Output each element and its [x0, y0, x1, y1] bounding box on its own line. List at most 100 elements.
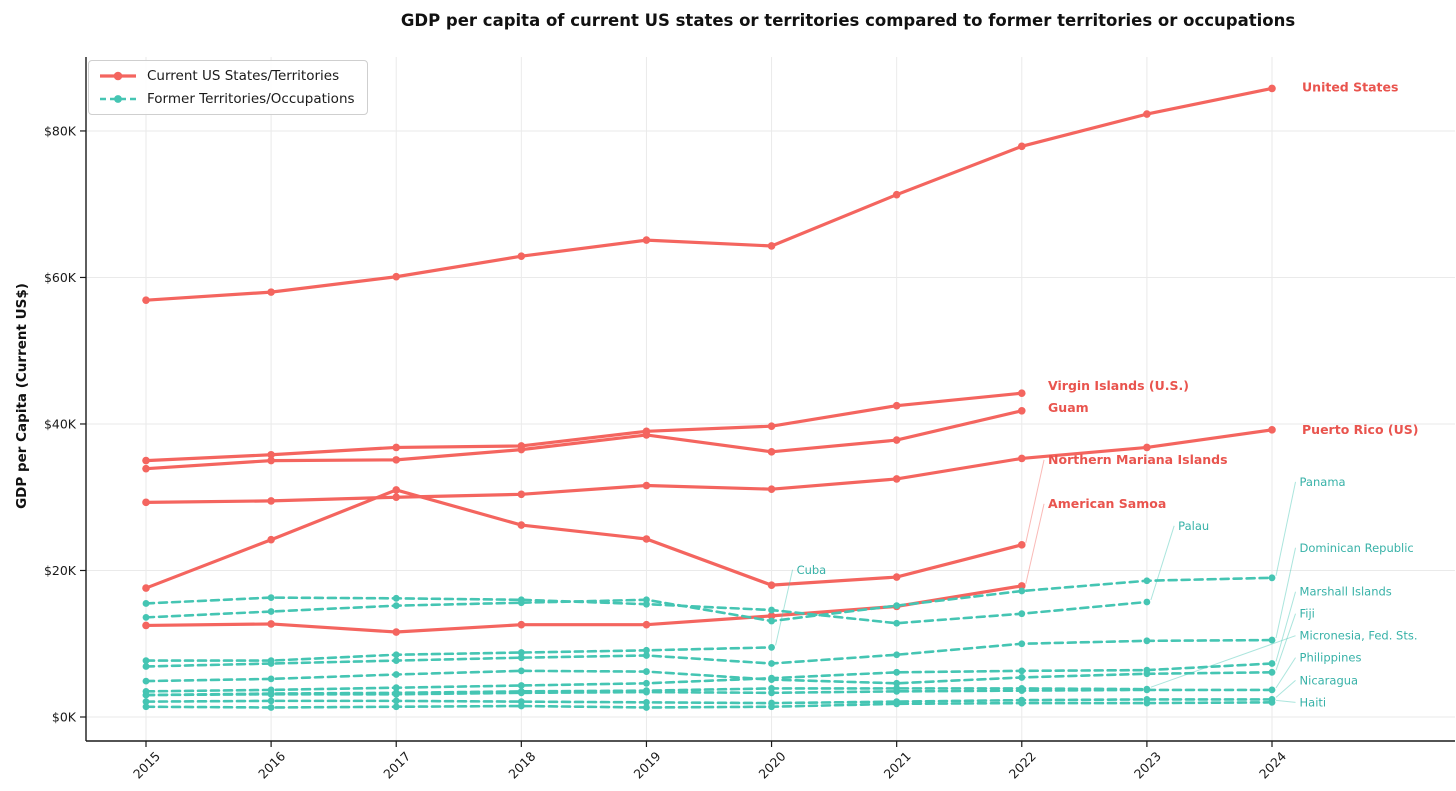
data-point-northern-mariana-islands-2022	[1017, 541, 1026, 549]
series-virgin-islands-u-s	[142, 389, 1026, 465]
data-point-northern-mariana-islands-2016	[267, 535, 275, 544]
data-point-american-samoa-2015	[142, 621, 150, 630]
series-dominican-republic	[142, 636, 1276, 670]
label-leader-line-dominican-republic	[1275, 547, 1297, 639]
x-tick-label: 2022	[1006, 749, 1039, 782]
data-point-dominican-republic-2021	[893, 651, 901, 659]
data-point-fiji-2018	[517, 667, 525, 675]
data-point-haiti-2024	[1268, 698, 1276, 706]
data-point-philippines-2016	[267, 690, 275, 698]
data-point-palau-2021	[893, 619, 901, 627]
series-label-panama: Panama	[1300, 475, 1346, 489]
label-leader-line-cuba	[775, 569, 794, 646]
chart-title: GDP per capita of current US states or t…	[400, 11, 1296, 30]
data-point-virgin-islands-u-s-2015	[142, 456, 150, 465]
series-label-northern-mariana-islands: Northern Mariana Islands	[1048, 452, 1228, 467]
data-point-cuba-2015	[142, 657, 150, 664]
series-haiti	[142, 698, 1276, 711]
data-point-fiji-2024	[1268, 668, 1276, 676]
series-line	[144, 86, 1274, 302]
series-line	[144, 576, 1274, 623]
data-point-marshall-islands-2024	[1268, 660, 1276, 667]
data-point-american-samoa-2019	[642, 620, 651, 629]
data-point-panama-2020	[768, 617, 775, 625]
series-label-guam: Guam	[1048, 400, 1089, 415]
data-point-marshall-islands-2021	[893, 668, 901, 676]
data-point-puerto-rico-us-2019	[642, 481, 651, 490]
data-point-haiti-2020	[768, 703, 775, 711]
series-label-philippines: Philippines	[1300, 651, 1362, 665]
data-point-marshall-islands-2019	[643, 679, 650, 687]
series-label-united-states: United States	[1302, 80, 1398, 95]
y-axis-label: GDP per Capita (Current US$)	[14, 283, 30, 509]
current-series-swatch-icon	[100, 71, 136, 81]
data-point-haiti-2017	[392, 703, 400, 711]
data-point-palau-2020	[768, 606, 775, 614]
label-leader-line-american-samoa	[1025, 503, 1045, 584]
series-label-virgin-islands-u-s: Virgin Islands (U.S.)	[1048, 378, 1189, 393]
series-label-american-samoa: American Samoa	[1048, 496, 1166, 511]
data-point-cuba-2020	[768, 644, 775, 651]
data-point-fiji-2023	[1143, 670, 1151, 678]
series-american-samoa	[142, 582, 1026, 636]
series-label-dominican-republic: Dominican Republic	[1300, 541, 1414, 555]
data-point-palau-2016	[267, 594, 275, 601]
series-fiji	[142, 667, 1276, 687]
x-tick-label: 2018	[505, 748, 538, 781]
series-cuba	[142, 644, 775, 664]
legend-label-former: Former Territories/Occupations	[147, 91, 355, 107]
data-point-virgin-islands-u-s-2022	[1017, 389, 1026, 398]
data-point-nicaragua-2016	[267, 697, 275, 705]
data-point-puerto-rico-us-2018	[517, 490, 526, 499]
data-point-dominican-republic-2019	[643, 652, 650, 659]
series-line	[144, 646, 773, 662]
data-point-dominican-republic-2015	[142, 663, 150, 670]
data-point-haiti-2021	[893, 700, 901, 708]
data-point-guam-2021	[892, 436, 901, 444]
data-point-panama-2023	[1143, 577, 1151, 585]
data-point-puerto-rico-us-2020	[767, 485, 776, 493]
legend-item-current: Current US States/Territories	[97, 66, 355, 86]
data-point-northern-mariana-islands-2020	[767, 581, 776, 589]
former-series-swatch-icon	[100, 95, 136, 103]
data-point-philippines-2018	[517, 689, 525, 697]
series-line	[144, 391, 1024, 463]
series-united-states	[142, 84, 1276, 304]
data-point-northern-mariana-islands-2015	[142, 584, 150, 592]
x-tick-label: 2023	[1131, 749, 1164, 782]
y-tick-label: $0K	[52, 710, 77, 725]
data-point-nicaragua-2015	[142, 698, 150, 706]
data-point-puerto-rico-us-2023	[1143, 443, 1151, 452]
data-point-american-samoa-2022	[1017, 582, 1026, 590]
data-point-dominican-republic-2022	[1018, 640, 1026, 648]
data-point-nicaragua-2019	[643, 698, 650, 706]
series-palau	[142, 594, 1151, 627]
data-point-palau-2023	[1143, 598, 1151, 606]
data-point-american-samoa-2018	[517, 620, 526, 629]
series-line	[144, 488, 1024, 590]
data-point-haiti-2022	[1018, 699, 1026, 707]
x-tick-label: 2017	[380, 749, 413, 782]
label-leader-line-micronesia-fed-sts	[1150, 635, 1296, 688]
data-point-philippines-2023	[1143, 686, 1151, 694]
data-point-guam-2020	[767, 448, 776, 456]
data-point-united-states-2017	[392, 272, 401, 281]
data-point-united-states-2015	[142, 296, 150, 304]
data-point-fiji-2021	[893, 679, 901, 687]
data-point-panama-2017	[392, 602, 400, 610]
data-point-cuba-2018	[517, 649, 525, 656]
data-point-united-states-2022	[1017, 142, 1026, 151]
data-point-united-states-2016	[267, 288, 275, 296]
data-point-united-states-2018	[517, 252, 526, 261]
data-point-northern-mariana-islands-2021	[892, 573, 901, 581]
series-line	[144, 698, 1274, 705]
data-point-united-states-2024	[1268, 84, 1276, 93]
series-line	[144, 701, 1274, 709]
series-line	[144, 688, 1274, 697]
data-point-guam-2022	[1017, 406, 1026, 415]
legend: Current US States/Territories Former Ter…	[88, 60, 368, 115]
x-tick-label: 2021	[881, 749, 914, 782]
series-line	[144, 638, 1274, 668]
data-point-puerto-rico-us-2017	[392, 493, 401, 502]
data-point-american-samoa-2016	[267, 620, 275, 628]
